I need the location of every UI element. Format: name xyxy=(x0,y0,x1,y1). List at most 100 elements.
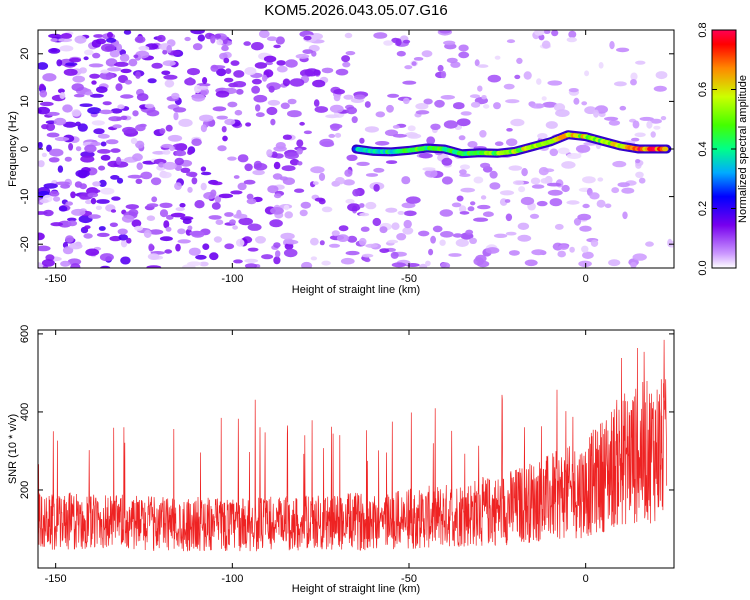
spectrogram-cell xyxy=(112,124,122,129)
spectrogram-cell xyxy=(301,261,313,268)
spectrogram-cell xyxy=(170,212,186,218)
spectrogram-cell xyxy=(387,93,400,98)
spectrogram-cell xyxy=(152,150,166,155)
spectrogram-cell xyxy=(365,243,378,248)
spectrogram-cell xyxy=(273,242,281,249)
y-tick-label: 20 xyxy=(19,48,31,60)
spectrogram-cell xyxy=(336,234,349,243)
spectrogram-cell xyxy=(107,31,113,39)
spectrogram-cell xyxy=(53,196,61,202)
spectrogram-cell xyxy=(467,206,475,212)
spectrogram-cell xyxy=(361,253,374,258)
spectrogram-cell xyxy=(54,136,70,142)
spectrogram-cell xyxy=(187,186,193,193)
y-tick-label: 0 xyxy=(19,146,31,152)
spectrogram-cell xyxy=(271,220,280,226)
y-tick-label: 200 xyxy=(19,481,31,499)
spectrogram-cell xyxy=(135,71,141,79)
spectrogram-cell xyxy=(133,54,139,59)
spectrogram-cell xyxy=(120,94,134,99)
spectrogram-cell xyxy=(279,176,289,181)
spectrogram-cell xyxy=(191,138,202,146)
spectrogram-cell xyxy=(70,191,76,199)
spectrogram-cell xyxy=(110,209,117,213)
spectrogram-cell xyxy=(609,41,615,50)
spectrogram-cell xyxy=(117,228,128,235)
spectrogram-cell xyxy=(96,86,108,93)
spectrogram-cell xyxy=(261,254,274,260)
spectrogram-cell xyxy=(216,68,227,77)
spectrogram-cell xyxy=(616,47,630,53)
spectrogram-cell xyxy=(353,94,366,100)
spectrogram-cell xyxy=(144,103,155,109)
spectrogram-cell xyxy=(487,74,501,83)
spectrogram-cell xyxy=(134,225,144,231)
spectrogram-cell xyxy=(650,131,656,138)
spectrogram-cell xyxy=(41,259,55,267)
spectrogram-cell xyxy=(604,116,619,121)
spectrogram-cell xyxy=(470,201,476,206)
spectrogram-cell xyxy=(48,48,61,54)
spectrogram-cell xyxy=(215,219,224,225)
spectrogram-cell xyxy=(413,57,424,61)
spectrogram-cell xyxy=(566,37,577,43)
snr-x-label: Height of straight line (km) xyxy=(292,583,420,595)
spectrogram-cell xyxy=(84,144,97,153)
spectrogram-cell xyxy=(333,88,346,95)
spectrogram-cell xyxy=(568,88,579,93)
y-tick-label: 400 xyxy=(19,403,31,421)
spectrogram-cell xyxy=(310,237,319,246)
spectrogram-cell xyxy=(477,204,491,210)
spectrogram-cell xyxy=(232,81,247,88)
spectrogram-cell xyxy=(391,262,407,268)
spectrogram-cell xyxy=(459,211,470,215)
spectrogram-cell xyxy=(178,118,193,127)
spectrogram-cell xyxy=(321,260,331,266)
spectrogram-cell xyxy=(72,75,85,83)
spectrogram-cell xyxy=(296,139,304,147)
spectrogram-cell xyxy=(271,151,278,158)
spectrogram-cell xyxy=(224,243,235,250)
spectrogram-cell xyxy=(557,250,566,258)
spectrogram-cell xyxy=(448,253,462,257)
colorbar-tick-label: 0.6 xyxy=(697,82,709,97)
spectrogram-cell xyxy=(227,101,238,108)
spectrogram-cell xyxy=(401,202,416,209)
spectrogram-cell xyxy=(631,137,640,142)
spectrogram-cell xyxy=(419,263,428,268)
spectrogram-cell xyxy=(117,104,125,110)
spectrogram-cell xyxy=(621,187,635,194)
spectrogram-cell xyxy=(209,252,219,261)
spectrogram-cell xyxy=(58,205,68,212)
x-tick-label: -100 xyxy=(221,573,243,585)
spectrogram-cell xyxy=(346,154,358,161)
spectrogram-cell xyxy=(67,217,77,222)
spectrogram-cell xyxy=(545,121,558,129)
spectrogram-cell xyxy=(363,258,371,262)
spectrogram-cell xyxy=(536,200,548,207)
spectrogram-y-label: Frequency (Hz) xyxy=(7,111,19,187)
spectrogram-cell xyxy=(582,203,590,209)
spectrogram-cell xyxy=(446,57,458,64)
spectrogram-cell xyxy=(156,34,166,43)
spectrogram-cell xyxy=(38,245,51,252)
spectrogram-cell xyxy=(95,38,107,45)
spectrogram-cell xyxy=(146,109,160,117)
spectrogram-cell xyxy=(581,245,589,253)
spectrogram-cell xyxy=(386,104,394,113)
spectrogram-cell xyxy=(98,226,106,231)
spectrogram-cell xyxy=(176,149,183,156)
spectrogram-cell xyxy=(147,253,160,260)
spectrogram-cell xyxy=(547,189,563,196)
colorbar-tick-label: 0.2 xyxy=(697,201,709,216)
spectrogram-cell xyxy=(258,30,270,39)
spectrogram-cell xyxy=(53,117,67,126)
spectrogram-cell xyxy=(344,32,353,39)
spectrogram-cell xyxy=(148,229,164,235)
spectrogram-cell xyxy=(347,235,358,243)
spectrogram-cell xyxy=(481,95,487,100)
spectrogram-cell xyxy=(405,196,421,204)
spectrogram-cell xyxy=(328,133,336,138)
spectrogram-cell xyxy=(49,148,64,157)
spectrogram-cell xyxy=(499,190,515,196)
